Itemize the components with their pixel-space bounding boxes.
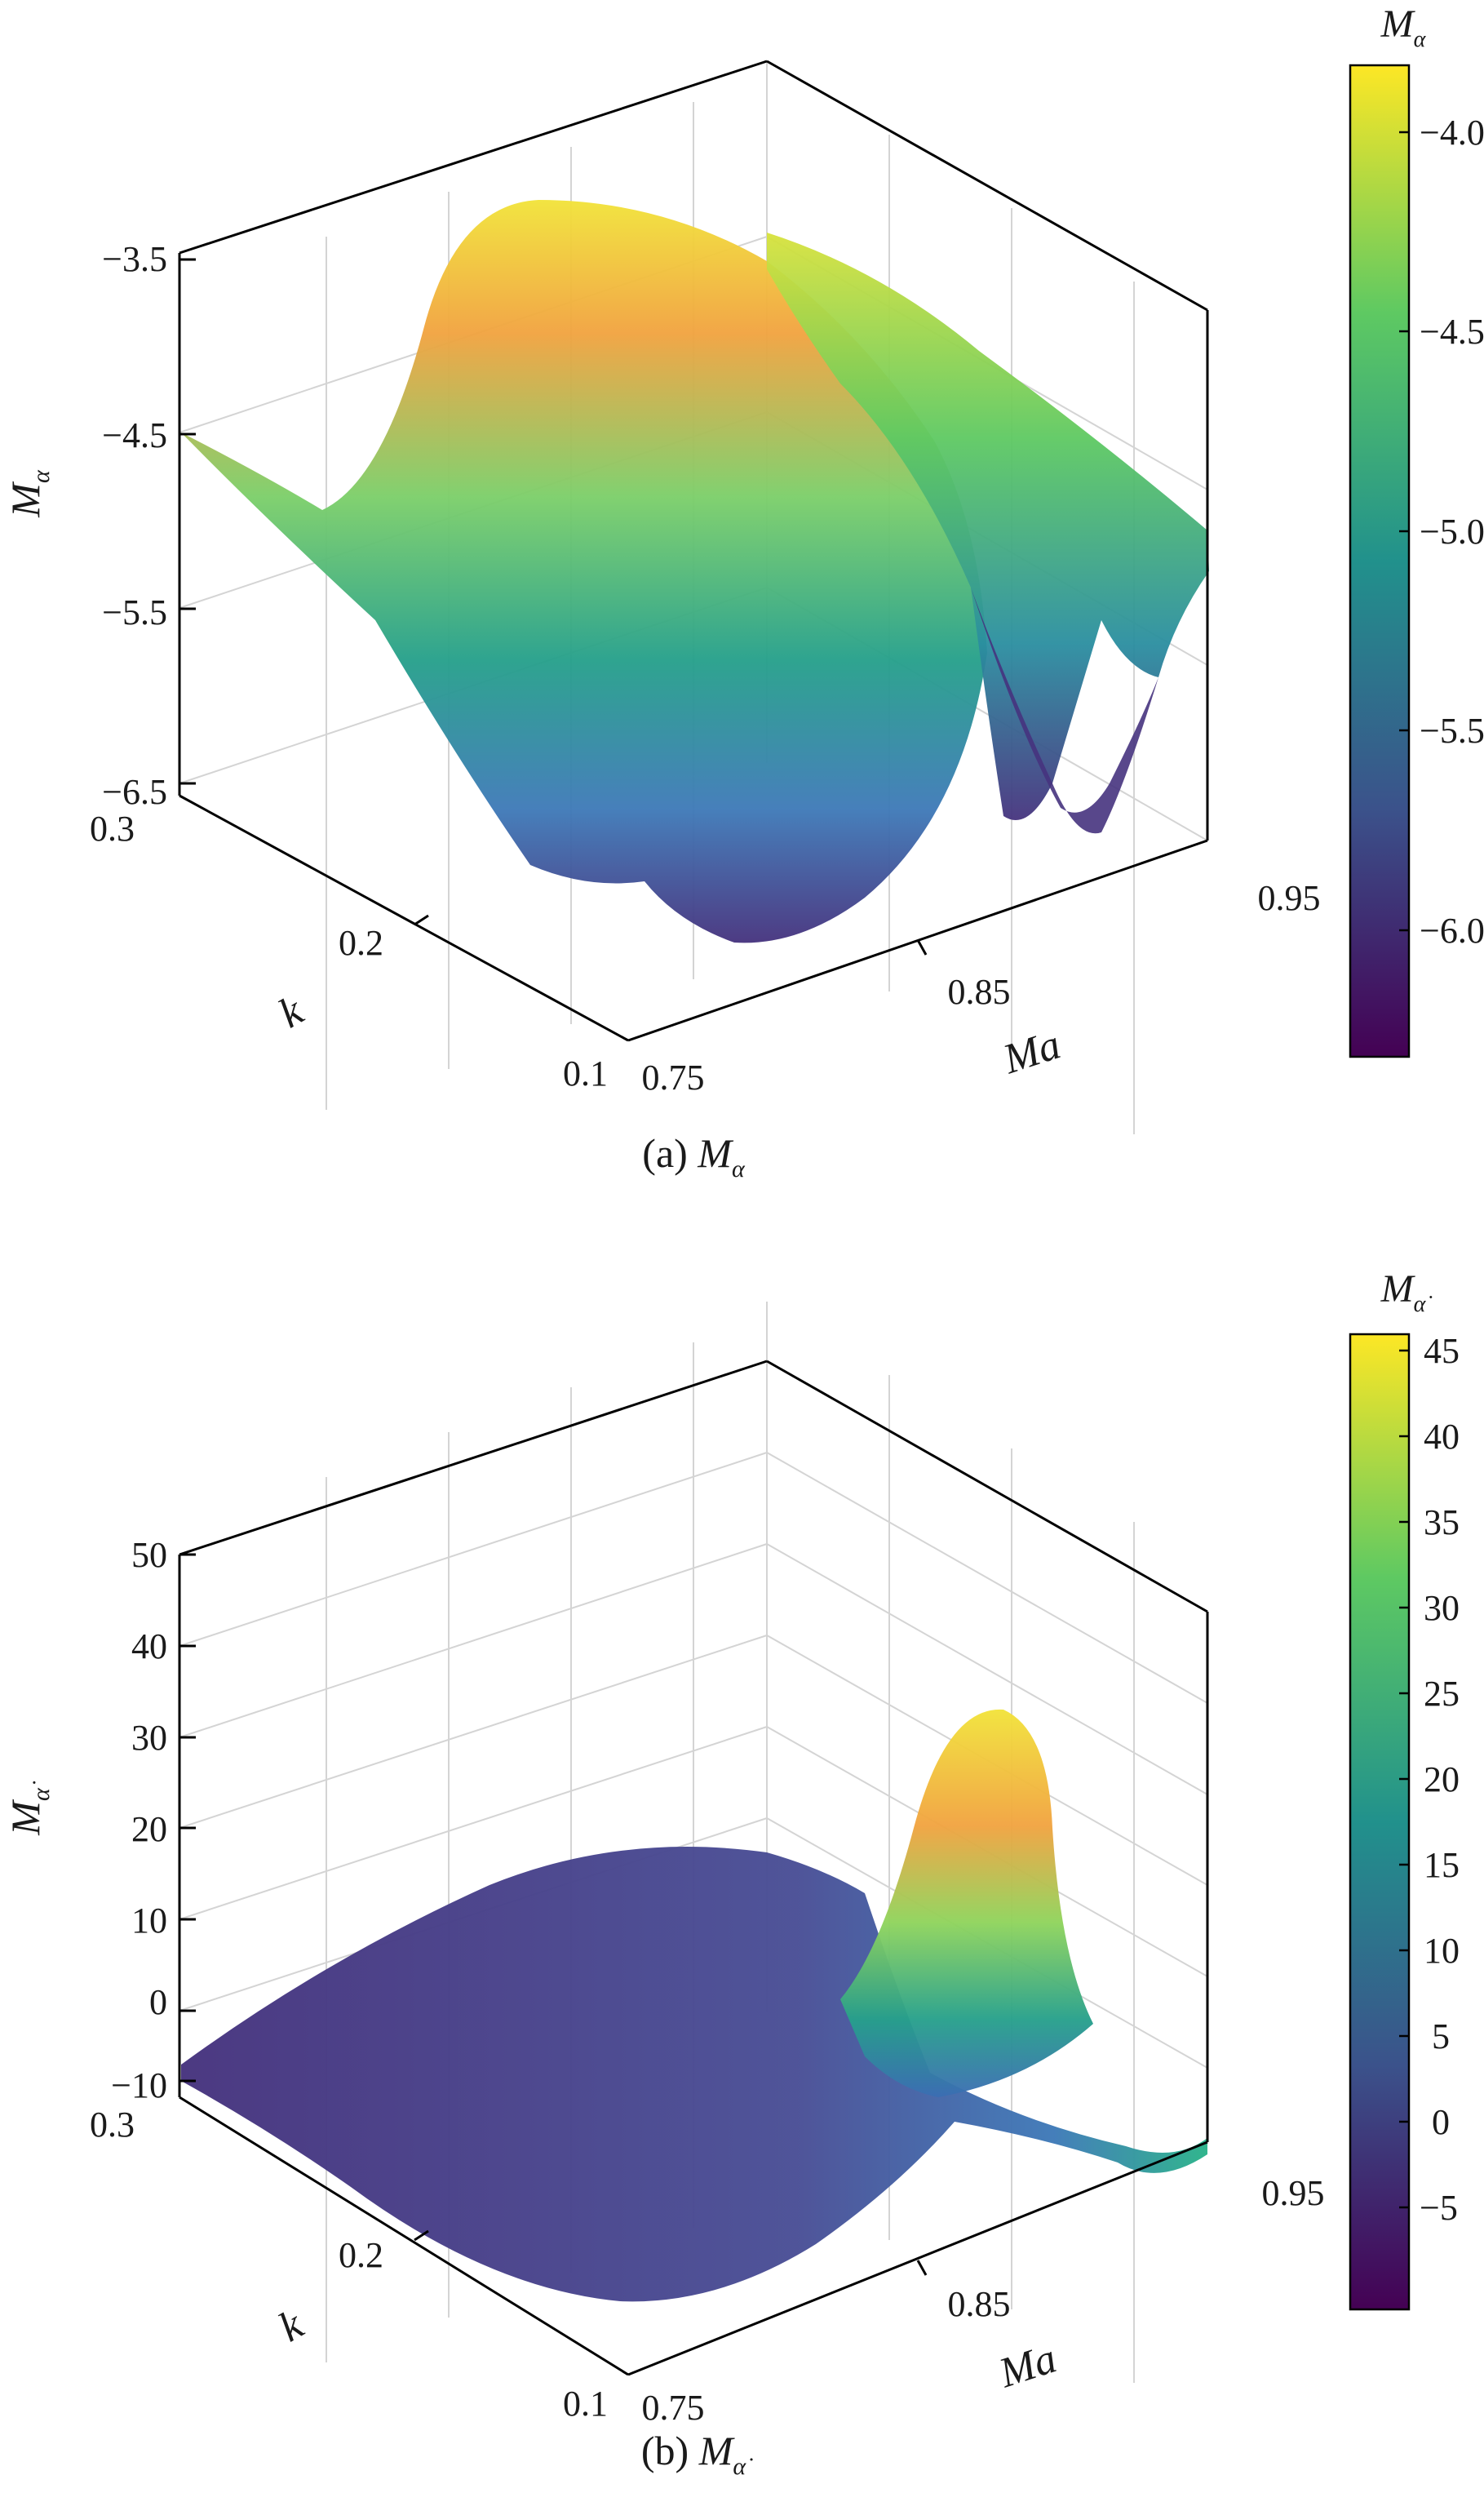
x-tick-label: 0.95 — [1262, 2173, 1325, 2213]
y-axis-label: k — [272, 987, 312, 1037]
z-tick-label: 10 — [131, 1901, 167, 1941]
y-tick-label: 0.3 — [90, 2105, 135, 2145]
colorbar-tick-label: 0 — [1432, 2102, 1450, 2142]
z-tick-label: −4.5 — [102, 415, 167, 455]
caption-b: (b) Mα̇ — [641, 2428, 753, 2480]
colorbar-tick-label: 10 — [1424, 1931, 1460, 1971]
z-tick-label: −6.5 — [102, 772, 167, 812]
colorbar-a-ticks — [1399, 131, 1409, 932]
chart-b-svg: −10 0 10 20 30 40 50 Mα̇ 0.3 0.2 0.1 k 0… — [2, 1267, 1460, 2480]
z-tick-label: −10 — [111, 2065, 167, 2105]
surface-a-front-sheet — [181, 200, 987, 943]
x-tick-label: 0.95 — [1258, 878, 1321, 918]
colorbar-tick-label: 45 — [1424, 1331, 1460, 1371]
colorbar-title: Mα — [1380, 2, 1427, 52]
colorbar-tick-label: −5.0 — [1420, 512, 1484, 552]
x-tick-label: 0.85 — [948, 2284, 1011, 2324]
x-tick-label: 0.85 — [948, 972, 1011, 1012]
z-tick-label: 50 — [131, 1535, 167, 1575]
colorbar-tick-label: 20 — [1424, 1759, 1460, 1799]
y-tick-label: 0.1 — [563, 1054, 608, 1093]
x-axis-label: Ma — [997, 1021, 1066, 1083]
caption-a: (a) Mα — [642, 1130, 746, 1182]
z-tick-label: 30 — [131, 1718, 167, 1758]
colorbar-tick-label: −4.5 — [1420, 312, 1484, 352]
colorbar-b — [1349, 1333, 1411, 2311]
y-tick-label: 0.2 — [339, 923, 383, 963]
chart-b-surface — [181, 1709, 1207, 2302]
colorbar-tick-label: 35 — [1424, 1502, 1460, 1542]
chart-a-surface — [181, 200, 1209, 943]
z-axis-label: Mα — [2, 469, 55, 518]
svg-text:Mα̇: Mα̇ — [2, 1781, 55, 1835]
chart-a-svg: −6.5 −5.5 −4.5 −3.5 Mα 0.3 0.2 0.1 k 0.7… — [2, 2, 1484, 1182]
colorbar-title: Mα̇ — [1380, 1267, 1433, 1317]
svg-text:Mα: Mα — [2, 469, 55, 518]
colorbar-tick-label: 25 — [1424, 1674, 1460, 1714]
chart-panel-a: −6.5 −5.5 −4.5 −3.5 Mα 0.3 0.2 0.1 k 0.7… — [0, 0, 1484, 1224]
colorbar-tick-label: −5 — [1420, 2188, 1458, 2228]
x-tick-label: 0.75 — [642, 2388, 705, 2428]
chart-b-tick-marks — [179, 1553, 928, 2276]
colorbar-a — [1349, 64, 1411, 1058]
z-tick-label: 20 — [131, 1809, 167, 1849]
y-tick-label: 0.3 — [90, 809, 135, 849]
z-tick-label: 40 — [131, 1626, 167, 1666]
colorbar-tick-label: 15 — [1424, 1845, 1460, 1885]
y-tick-label: 0.1 — [563, 2384, 608, 2424]
z-tick-label: −3.5 — [102, 239, 167, 279]
z-tick-label: −5.5 — [102, 592, 167, 632]
chart-a-tick-marks — [179, 258, 928, 956]
chart-b-axes — [178, 1360, 1209, 2376]
colorbar-tick-label: 40 — [1424, 1417, 1460, 1457]
y-tick-label: 0.2 — [339, 2235, 383, 2275]
colorbar-tick-label: −6.0 — [1420, 911, 1484, 951]
colorbar-tick-label: 30 — [1424, 1588, 1460, 1628]
colorbar-tick-label: 5 — [1432, 2016, 1450, 2056]
colorbar-b-ticks — [1399, 1349, 1409, 2209]
x-axis-label: Ma — [993, 2335, 1062, 2397]
colorbar-tick-label: −5.5 — [1420, 711, 1484, 751]
y-axis-label: k — [272, 2301, 312, 2351]
colorbar-tick-label: −4.0 — [1420, 113, 1484, 153]
x-tick-label: 0.75 — [642, 1058, 705, 1098]
chart-panel-b: −10 0 10 20 30 40 50 Mα̇ 0.3 0.2 0.1 k 0… — [0, 1240, 1484, 2493]
surface-b-base — [181, 1847, 1207, 2302]
z-axis-label: Mα̇ — [2, 1781, 55, 1835]
z-tick-label: 0 — [149, 1982, 167, 2022]
surface-a-back-ridge — [767, 233, 1209, 820]
surface-b-peak — [840, 1709, 1093, 2097]
